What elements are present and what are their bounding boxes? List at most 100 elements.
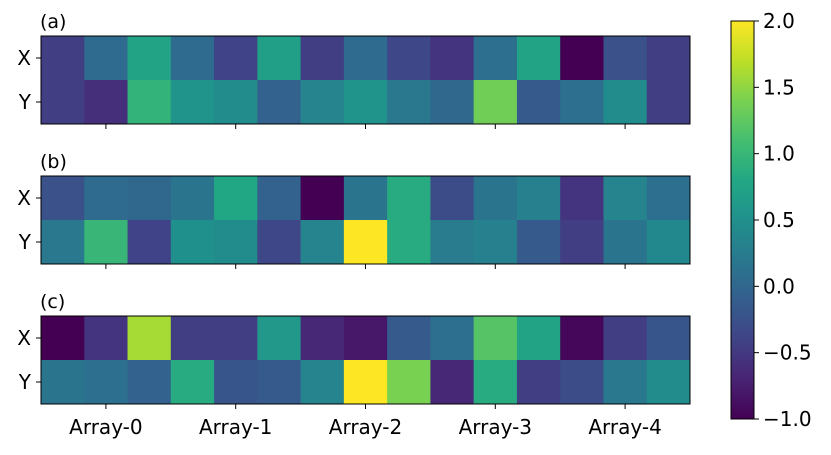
heatmap-cell — [343, 80, 388, 125]
heatmap-cell — [646, 80, 691, 125]
heatmap-cell — [343, 316, 388, 361]
heatmap-cell — [84, 176, 128, 221]
heatmap-cell — [473, 80, 518, 125]
heatmap-cell — [387, 360, 431, 405]
heatmap-cell — [170, 360, 215, 405]
heatmap-cell — [300, 80, 345, 125]
y-tick-label: Y — [18, 230, 32, 254]
x-tick-label: Array-0 — [69, 415, 142, 439]
heatmap-cell — [84, 316, 128, 361]
colorbar-tick-label: −0.5 — [763, 341, 812, 365]
heatmap-cell — [387, 316, 431, 361]
y-tick-label: X — [17, 326, 31, 350]
heatmap-cell — [646, 176, 691, 221]
heatmap-cell — [603, 220, 648, 265]
heatmap-cell — [214, 360, 258, 405]
heatmap-panel-c: (c) XY Array-0 Array-1 Array-2 Array-3 Array-4 — [17, 291, 691, 439]
colorbar-tick-label: −1.0 — [763, 407, 812, 431]
heatmap-cell — [646, 316, 691, 361]
y-tick-label: Y — [18, 370, 32, 394]
heatmap-cell — [343, 176, 388, 221]
heatmap-cell — [430, 176, 475, 221]
heatmap-cell — [516, 36, 561, 81]
heatmap-cell — [646, 36, 691, 81]
heatmap-cell — [214, 220, 258, 265]
panel-label: (c) — [40, 291, 65, 313]
heatmap-cell — [430, 360, 475, 405]
colorbar-tick-label: 1.0 — [763, 142, 795, 166]
heatmap-panel-a: (a) XY — [17, 11, 691, 129]
heatmap-cell — [41, 176, 85, 221]
heatmap-cell — [300, 360, 345, 405]
colorbar-tick-label: 0.5 — [763, 208, 795, 232]
heatmap-cell — [560, 220, 604, 265]
heatmap-cell — [127, 36, 172, 81]
heatmap-cell — [603, 316, 648, 361]
heatmap-cell — [343, 360, 388, 405]
heatmap-cell — [300, 176, 345, 221]
heatmap-cell — [41, 360, 85, 405]
heatmap-cell — [170, 80, 215, 125]
heatmap-cell — [343, 220, 388, 265]
heatmap-cell — [84, 360, 128, 405]
panel-label: (b) — [40, 151, 67, 173]
heatmap-cell — [127, 220, 172, 265]
heatmap-cell — [127, 80, 172, 125]
heatmap-cell — [257, 176, 301, 221]
heatmap-cell — [603, 36, 648, 81]
heatmap-cell — [127, 360, 172, 405]
heatmap-cell — [41, 80, 85, 125]
heatmap-cell — [603, 176, 648, 221]
y-tick-label: Y — [18, 90, 32, 114]
heatmap-cell — [214, 80, 258, 125]
heatmap-cell — [300, 36, 345, 81]
heatmap-cell — [603, 80, 648, 125]
heatmap-cell — [430, 316, 475, 361]
heatmap-cell — [430, 80, 475, 125]
heatmap-cell — [41, 36, 85, 81]
heatmap-cell — [560, 80, 604, 125]
heatmap-cell — [257, 80, 301, 125]
x-tick-label: Array-3 — [459, 415, 532, 439]
heatmap-cell — [560, 316, 604, 361]
heatmap-cell — [170, 220, 215, 265]
heatmap-cell — [127, 316, 172, 361]
heatmap-cell — [170, 36, 215, 81]
y-tick-label: X — [17, 46, 31, 70]
panel-label: (a) — [40, 11, 66, 33]
colorbar: 2.0 1.5 1.0 0.5 0.0 −0.5 −1.0 — [730, 9, 812, 431]
heatmap-cell — [387, 176, 431, 221]
heatmap-cell — [516, 360, 561, 405]
heatmap-cell — [257, 360, 301, 405]
heatmap-cell — [214, 316, 258, 361]
heatmap-cell — [84, 80, 128, 125]
heatmap-cell — [84, 36, 128, 81]
heatmap-cell — [516, 220, 561, 265]
heatmap-cell — [170, 316, 215, 361]
heatmap-cell — [257, 316, 301, 361]
heatmap-cell — [560, 176, 604, 221]
heatmap-cell — [516, 316, 561, 361]
heatmap-cell — [646, 220, 691, 265]
colorbar-tick-label: 0.0 — [763, 274, 795, 298]
heatmap-cell — [257, 36, 301, 81]
heatmap-cell — [473, 36, 518, 81]
heatmap-cell — [560, 360, 604, 405]
heatmap-cell — [646, 360, 691, 405]
heatmap-cell — [387, 80, 431, 125]
heatmap-cell — [214, 176, 258, 221]
heatmap-cell — [516, 80, 561, 125]
colorbar-tick-label: 2.0 — [763, 9, 795, 33]
heatmap-cell — [127, 176, 172, 221]
x-tick-label: Array-1 — [199, 415, 272, 439]
heatmap-cell — [300, 316, 345, 361]
heatmap-cell — [473, 220, 518, 265]
heatmap-cell — [41, 220, 85, 265]
heatmap-cell — [430, 36, 475, 81]
heatmap-cell — [387, 220, 431, 265]
heatmap-cell — [214, 36, 258, 81]
colorbar-gradient — [730, 20, 755, 420]
heatmap-cell — [300, 220, 345, 265]
heatmap-cell — [603, 360, 648, 405]
heatmap-cell — [170, 176, 215, 221]
